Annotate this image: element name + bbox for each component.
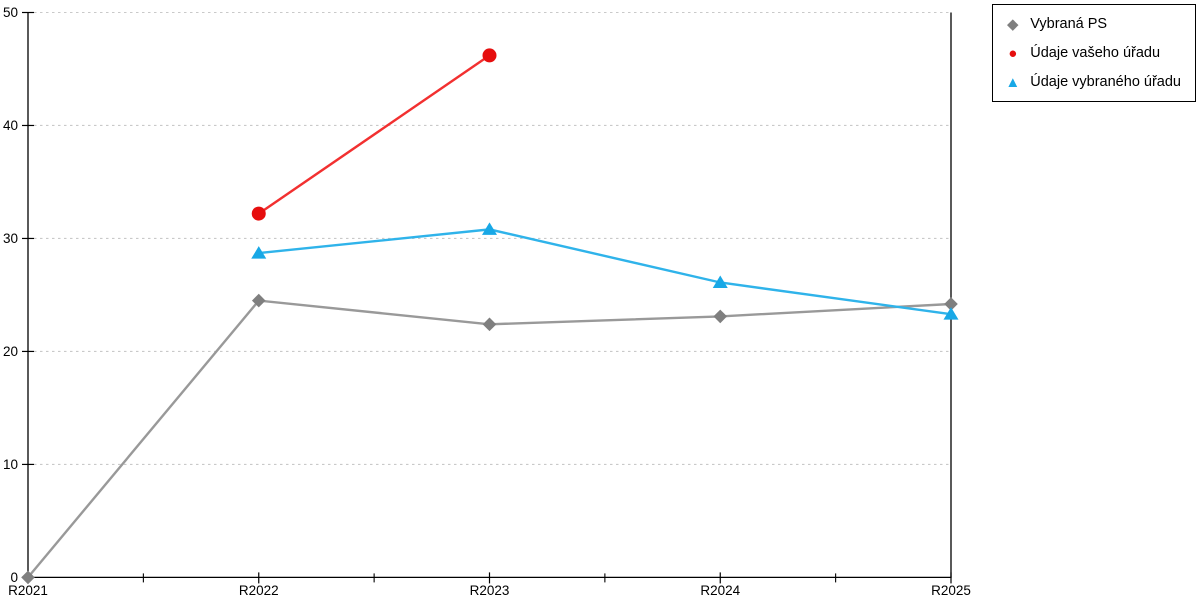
x-tick-label: R2025 (931, 583, 971, 598)
series-marker (482, 48, 497, 63)
series-marker (713, 309, 728, 324)
series-marker (943, 307, 959, 320)
legend-item-0: ◆ Vybraná PS (1004, 16, 1181, 32)
legend-item-2: ▲ Údaje vybraného úřadu (1004, 74, 1181, 90)
series-marker (944, 297, 958, 311)
series-marker (251, 293, 266, 308)
series-marker (482, 317, 497, 332)
series-marker (712, 275, 728, 289)
x-tick-label: R2023 (470, 583, 510, 598)
y-tick-label: 20 (3, 344, 18, 359)
y-tick-label: 0 (10, 570, 18, 585)
series-line-1 (258, 54, 491, 215)
y-tick-label: 40 (3, 118, 18, 133)
circle-icon: ● (1008, 44, 1018, 62)
x-tick-label: R2024 (700, 583, 740, 598)
series-marker (21, 570, 35, 585)
series-marker (251, 206, 266, 221)
y-tick-label: 10 (3, 457, 18, 472)
legend-item-1: ● Údaje vašeho úřadu (1004, 45, 1181, 61)
series-marker (251, 246, 267, 259)
triangle-icon: ▲ (1005, 73, 1021, 91)
x-tick-label: R2022 (239, 583, 279, 598)
legend-label: Údaje vašeho úřadu (1030, 45, 1161, 61)
legend: ◆ Vybraná PS ● Údaje vašeho úřadu ▲ Údaje vyb… (992, 4, 1196, 102)
legend-label: Údaje vybraného úřadu (1030, 74, 1181, 90)
series-marker (482, 222, 497, 235)
series-line-2 (258, 228, 952, 316)
legend-label: Vybraná PS (1030, 16, 1108, 32)
x-tick-label: R2021 (8, 583, 48, 598)
y-tick-label: 30 (3, 231, 18, 246)
series-line-0 (27, 299, 952, 579)
y-tick-label: 50 (3, 5, 18, 20)
diamond-icon: ◆ (1006, 15, 1019, 33)
